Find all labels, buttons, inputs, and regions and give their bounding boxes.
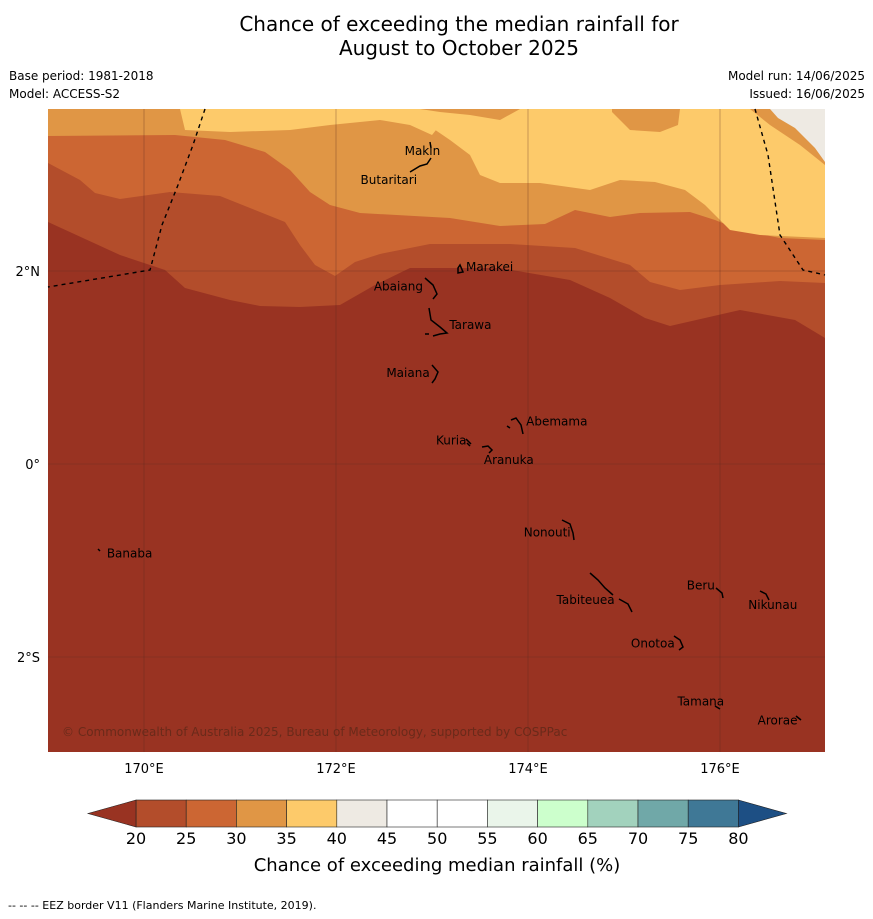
island-tabiteuea [589,572,633,613]
place-label: Abemama [526,414,587,428]
y-tick-label: 2°N [16,265,41,280]
title-line-1: Chance of exceeding the median rainfall … [239,12,679,36]
colorbar-tick-label: 40 [327,829,347,848]
band-40-45 [770,109,825,162]
island-butaritari [409,157,432,173]
place-label: Marakei [466,260,513,274]
island-marakei [457,263,465,274]
place-labels: Makin Butaritari Marakei Abaiang Tarawa Maian… [107,144,798,727]
island-aranuka [481,445,494,454]
place-label: Maiana [386,366,429,380]
colorbar-tick-label: 70 [628,829,648,848]
y-tick-label: 2°S [17,651,40,666]
place-label: Aranuka [484,453,534,467]
colorbar-label: Chance of exceeding median rainfall (%) [254,855,621,876]
model-name: Model: ACCESS-S2 [9,87,121,101]
colorbar-segment [336,799,388,828]
colorbar-tick-label: 75 [678,829,698,848]
y-tick-label: 0° [25,458,40,473]
colorbar-segment [487,799,538,828]
colorbar-segment [637,799,689,828]
island-abaiang [424,277,438,300]
copyright-notice: © Commonwealth of Australia 2025, Bureau… [62,725,567,739]
colorbar-tick-label: 50 [427,829,447,848]
colorbar-tick-label: 80 [728,829,748,848]
eez-legend-note: -- -- -- EEZ border V11 (Flanders Marine… [8,899,317,912]
colorbar-tick-label: 20 [126,829,146,848]
island-maiana [431,364,439,384]
island-nikunau [759,590,770,601]
island-banaba [97,548,101,552]
island-onotoa [673,635,684,651]
gridlines [48,109,825,752]
colorbar-segment [236,799,287,828]
place-label: Banaba [107,547,153,561]
island-tarawa [425,307,449,337]
colorbar-tick-label: 60 [527,829,547,848]
eez-border-west [47,108,206,288]
island-arorae [795,715,802,721]
x-tick-label: 172°E [316,762,356,777]
colorbar-segment [687,799,739,828]
place-label: Nikunau [748,598,797,612]
island-makin [429,141,432,149]
island-tamana [714,705,721,710]
island-beru [715,587,724,599]
place-label: Abaiang [374,279,423,293]
place-label: Beru [687,578,715,592]
map-title: Chance of exceeding the median rainfall … [0,12,873,60]
place-label: Kuria [436,434,467,448]
eez-border-east [754,108,826,276]
colorbar-tick-label: 65 [578,829,598,848]
x-tick-label: 176°E [700,762,740,777]
place-label: Tabiteuea [556,593,615,607]
colorbar-segment [587,799,639,828]
colorbar: 20 25 30 35 40 45 50 55 60 65 70 75 80 [86,799,788,848]
meta-left: Base period: 1981-2018 Model: ACCESS-S2 [9,67,154,103]
meta-right: Model run: 14/06/2025 Issued: 16/06/2025 [728,67,865,103]
band-35-40 [168,109,825,238]
title-line-2: August to October 2025 [338,36,580,60]
probability-field [48,109,825,752]
colorbar-tick-label: 35 [276,829,296,848]
model-run-date: Model run: 14/06/2025 [727,69,865,83]
colorbar-tick-label: 45 [377,829,397,848]
place-label: Onotoa [631,636,675,650]
place-label: Makin [405,144,441,158]
base-period: Base period: 1981-2018 [9,69,154,83]
colorbar-segment [436,799,488,828]
colorbar-segment [386,799,438,828]
place-label: Tamana [676,694,724,708]
axis-ticks: 170°E 172°E 174°E 176°E 2°N 0° 2°S [16,265,740,777]
colorbar-segment [537,799,589,828]
island-nonouti [561,519,575,541]
place-label: Tarawa [448,318,491,332]
colorbar-tick-label: 25 [176,829,196,848]
eez-border [47,108,826,288]
island-kuria [465,438,472,447]
colorbar-lower-extension [86,799,137,828]
place-label: Arorae [758,714,798,728]
place-label: Nonouti [524,525,571,539]
issued-date: Issued: 16/06/2025 [749,87,865,101]
colorbar-upper-extension [738,799,788,828]
island-abemama [506,417,524,435]
colorbar-tick-label: 30 [226,829,246,848]
islands [97,141,802,721]
x-tick-label: 170°E [124,762,164,777]
colorbar-segment [185,799,237,828]
x-tick-label: 174°E [508,762,548,777]
colorbar-segment [135,799,187,828]
place-label: Butaritari [361,173,418,187]
colorbar-segment [286,799,338,828]
colorbar-tick-label: 55 [477,829,497,848]
